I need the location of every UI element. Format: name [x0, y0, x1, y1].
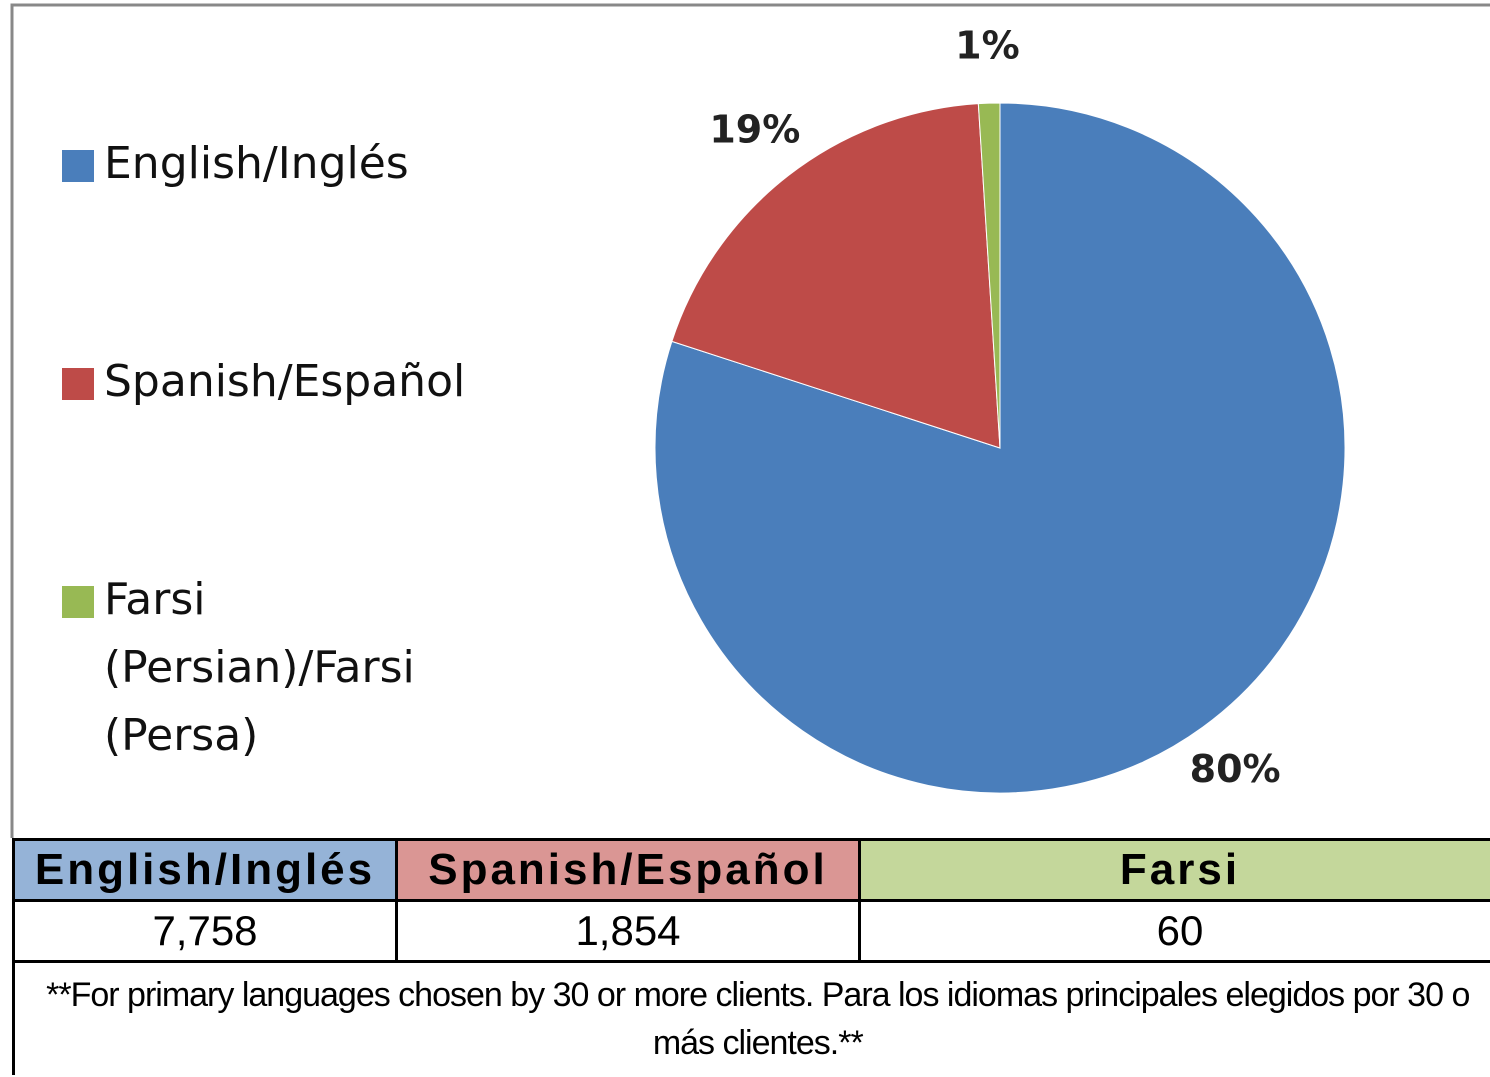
value-cell: 1,854: [395, 899, 861, 963]
header-cell: English/Inglés: [12, 838, 398, 902]
chart: 80% 19% 1%: [10, 3, 1490, 838]
header-cell: Farsi: [858, 838, 1490, 902]
footnote-row: **For primary languages chosen by 30 or …: [12, 960, 1490, 1075]
chart-border: [10, 3, 1490, 838]
pie-slice: [671, 103, 1001, 449]
data-label: 80%: [1190, 747, 1281, 791]
header-row: English/Inglés Spanish/Español Farsi: [12, 838, 1490, 902]
value-cell: 60: [858, 899, 1490, 963]
pie-slice: [977, 102, 1001, 449]
data-label: 1%: [955, 24, 1020, 68]
legend-swatch: [62, 150, 94, 182]
value-row: 7,758 1,854 60: [12, 899, 1490, 963]
data-table: English/Inglés Spanish/Español Farsi 7,758…: [12, 838, 1490, 1075]
legend-swatch: [62, 368, 94, 400]
pie-slice: [654, 102, 1346, 794]
value-cell: 7,758: [12, 899, 398, 963]
header-cell: Spanish/Español: [395, 838, 861, 902]
legend-label: English/Inglés: [104, 138, 409, 189]
legend-label: Spanish/Español: [104, 356, 466, 407]
legend-label: Farsi (Persian)/Farsi (Persa): [104, 574, 415, 761]
footnote: **For primary languages chosen by 30 or …: [12, 960, 1490, 1075]
data-label: 19%: [709, 107, 800, 151]
legend-swatch: [62, 586, 94, 618]
